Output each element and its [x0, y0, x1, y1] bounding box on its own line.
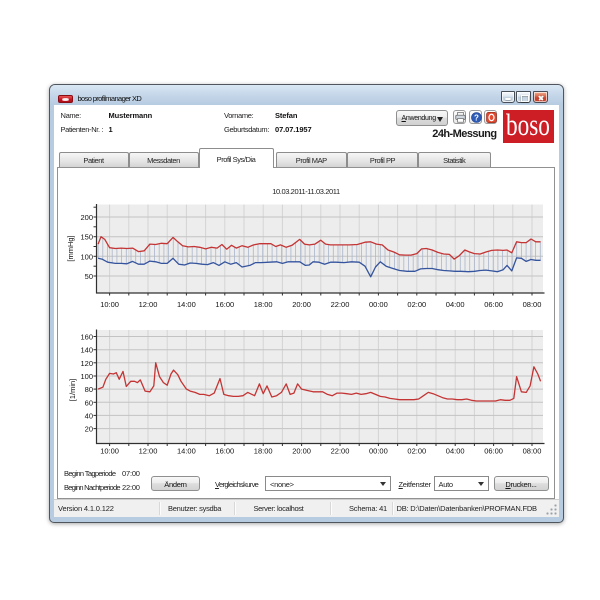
svg-text:?: ? [474, 113, 479, 122]
